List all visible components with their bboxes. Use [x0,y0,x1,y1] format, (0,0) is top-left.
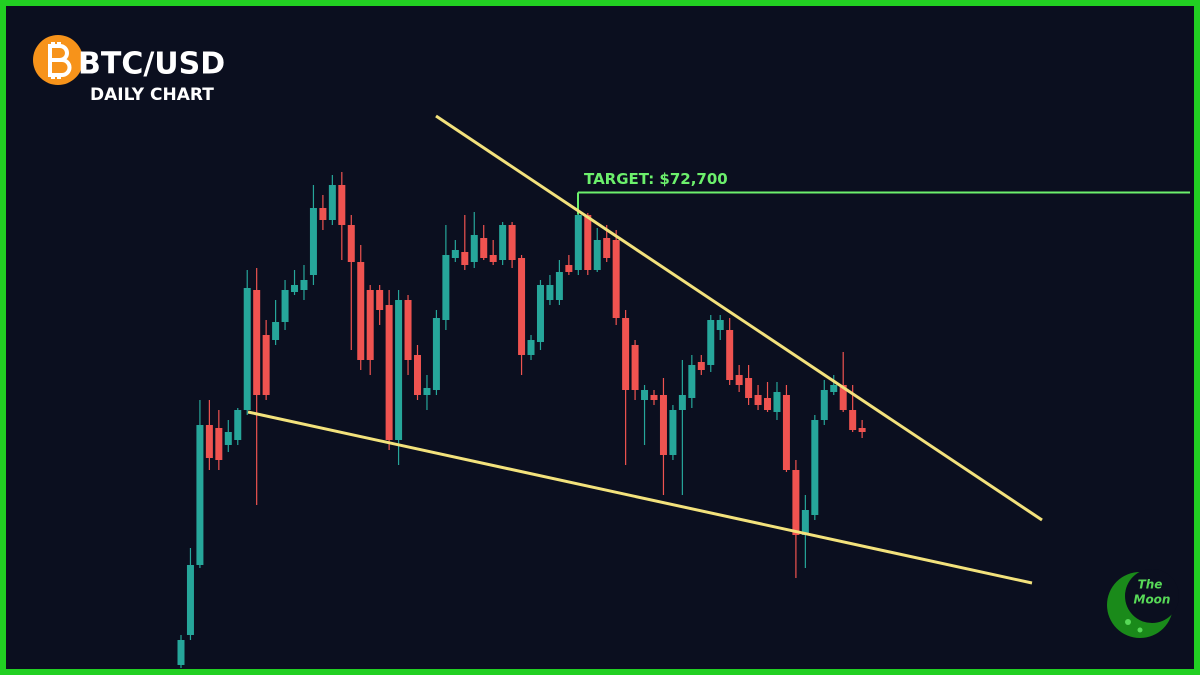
candle-body [480,238,488,258]
candle-body [641,390,649,400]
candle-body [243,288,251,410]
candle-body [669,410,677,455]
candle-body [820,390,828,420]
candle-body [461,252,469,265]
candle-body [309,208,317,275]
candle-body [527,340,535,355]
logo-text: The [1138,578,1163,592]
candle-body [811,420,819,515]
candle-body [754,395,762,405]
candle-body [574,215,582,270]
bitcoin-glyph [48,42,72,79]
candle-body [432,318,440,390]
candle-body [272,322,280,340]
candle-body [338,185,346,225]
candle-body [385,305,393,440]
candle-body [536,285,544,342]
logo-dot [1125,619,1131,625]
logo-crescent-cut [1125,569,1179,623]
upper-trendline [435,114,1043,522]
candle-body [735,375,743,385]
candle-body [215,428,223,460]
candle-body [603,238,611,258]
candle-body [366,290,374,360]
candle-body [801,510,809,535]
candle-body [697,362,705,370]
candle-body [546,285,554,300]
candle-body [678,395,686,410]
candle-body [716,320,724,330]
candle-body [726,330,734,380]
candle-body [404,300,412,360]
candle-body [423,388,431,395]
candle-body [508,225,516,260]
candle-body [849,410,857,430]
candle-body [773,392,781,412]
chart-title: BTC/USD [78,47,225,82]
target-label: TARGET: $72,700 [584,170,728,188]
candle-body [764,398,772,410]
plot-area: TARGET: $72,700 [177,170,1190,668]
candle-body [555,272,563,300]
candle-body [470,235,478,262]
candle-body [839,385,847,410]
candle-body [830,385,838,392]
candle-body [518,258,526,355]
candle-body [612,240,620,318]
candle-body [745,378,753,398]
candle-body [650,395,658,400]
candle-body [196,425,204,565]
candle-body [451,250,459,258]
candle-body [262,335,270,395]
candle-body [499,225,507,260]
candle-body [688,365,696,398]
candle-body [253,290,261,395]
candle-body [319,208,327,220]
candle-body [291,285,299,292]
candle-body [224,432,232,445]
candle-body [782,395,790,470]
candle-body [593,240,601,270]
candle-body [414,355,421,395]
candle-body [584,215,592,270]
candle-body [376,290,384,310]
candle-body [659,395,667,455]
moon-logo: The Moon [1107,569,1179,638]
logo-dot [1137,627,1143,633]
candle-body [328,185,336,220]
candle-body [347,225,355,262]
candle-body [489,255,497,262]
candle-body [281,290,289,322]
candle-body [565,265,573,272]
chart-subtitle: DAILY CHART [90,85,214,105]
candle-body [858,428,866,432]
candle-body [234,410,242,440]
lower-trendline [247,410,1033,585]
candle-body [631,345,639,390]
candle-body [792,470,800,535]
candle-body [357,262,365,360]
candle-body [300,280,308,290]
candle-body [177,640,185,665]
candle-body [707,320,715,365]
candle-body [622,318,630,390]
logo-text: Moon [1134,593,1171,607]
candle-body [205,425,213,458]
candle-body [395,300,403,440]
candle-body [186,565,194,635]
candle-body [442,255,450,320]
